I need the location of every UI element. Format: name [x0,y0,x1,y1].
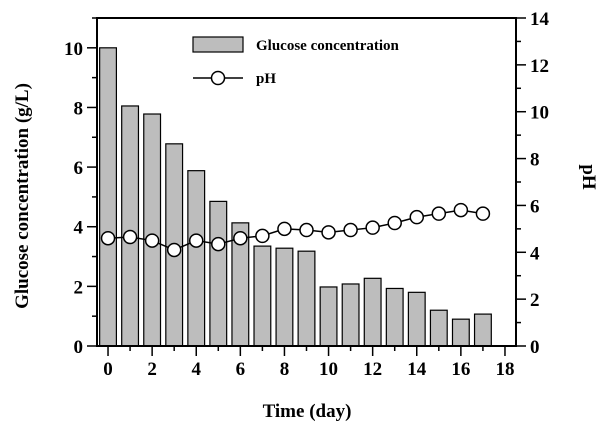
y2-tick-label: 8 [530,150,540,171]
glucose-bar [209,200,228,347]
glucose-bar [297,250,316,347]
x-tick-label: 10 [319,359,338,380]
ph-point [100,230,116,246]
ph-point [365,220,380,235]
glucose-bar [363,277,382,347]
ph-point [321,225,336,240]
glucose-bar [385,287,404,347]
x-tick-label: 2 [147,359,157,380]
legend-swatch-glucose [192,36,244,53]
legend-label-glucose: Glucose concentration [256,38,400,54]
glucose-bar [429,309,448,347]
y2-tick-label: 4 [530,243,540,264]
ph-point [211,236,226,252]
y2-tick-label: 2 [530,290,540,311]
ph-point [144,233,160,248]
ph-point [299,222,314,238]
y-tick-label: 6 [74,158,84,179]
ph-point [343,222,358,238]
ph-point [233,230,248,246]
axes: 0 2 4 6 8 10 0 2 4 6 8 10 12 14 0 2 4 6 8 10 12 14 16 18 [64,9,550,380]
y2-tick-label: 0 [530,337,540,358]
ph-point [122,229,138,245]
x-axis-title: Time (day) [263,401,352,422]
x-tick-label: 18 [495,359,514,380]
ph-point [255,228,270,244]
ph-point [409,209,425,225]
ph-point [453,202,469,218]
glucose-bar [275,247,294,347]
ph-point [431,206,447,221]
ph-line [107,209,484,251]
x-tick-label: 6 [236,359,246,380]
ph-series [100,202,491,258]
glucose-bar [407,291,426,347]
y-tick-label: 2 [74,277,84,298]
x-tick-label: 16 [451,359,470,380]
glucose-bar [187,170,206,347]
y-tick-label: 8 [74,98,84,119]
y-tick-label: 0 [74,337,84,358]
legend-swatch-ph-marker [210,70,226,86]
ph-point [475,206,491,221]
y2-tick-label: 6 [530,196,540,217]
ph-point [277,221,292,237]
glucose-bar [121,105,140,347]
x-tick-label: 4 [191,359,201,380]
legend: Glucose concentration pH [192,36,400,87]
glucose-bar [451,318,470,347]
x-tick-label: 12 [363,359,382,380]
glucose-bar [341,283,360,347]
legend-label-ph: pH [256,71,276,87]
y2-tick-label: 10 [530,103,549,124]
glucose-bar [143,113,162,347]
y2-tick-label: 14 [530,9,550,30]
glucose-bars [99,47,492,347]
y-axis-title: Glucose concentration (g/L) [12,83,33,309]
x-tick-label: 14 [407,359,427,380]
x-tick-label: 8 [280,359,290,380]
y-tick-label: 10 [64,39,83,60]
y2-tick-label: 12 [530,56,549,77]
y2-axis-title: pH [578,164,599,190]
glucose-bar [99,47,118,347]
glucose-bar [473,313,492,347]
y-tick-label: 4 [74,218,84,239]
glucose-bar [319,286,338,347]
ph-point [166,242,182,258]
x-tick-label: 0 [103,359,113,380]
ph-point [387,215,402,231]
ph-point [188,233,204,248]
glucose-bar [253,245,272,347]
